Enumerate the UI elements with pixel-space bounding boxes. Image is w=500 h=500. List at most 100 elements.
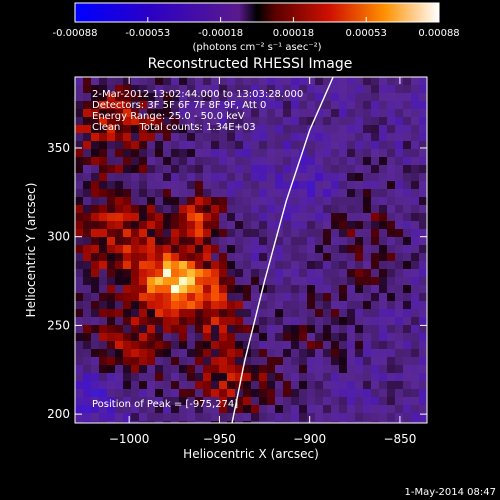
heatmap-pixel xyxy=(147,229,155,237)
heatmap-pixel xyxy=(83,245,91,253)
heatmap-pixel xyxy=(339,109,347,117)
heatmap-pixel xyxy=(83,101,91,109)
heatmap-pixel xyxy=(123,277,131,285)
heatmap-pixel xyxy=(211,357,219,365)
heatmap-pixel xyxy=(259,149,267,157)
heatmap-pixel xyxy=(363,285,371,293)
heatmap-pixel xyxy=(131,341,139,349)
heatmap-pixel xyxy=(163,317,171,325)
heatmap-pixel xyxy=(307,109,315,117)
heatmap-pixel xyxy=(331,117,339,125)
heatmap-pixel xyxy=(107,341,115,349)
heatmap-pixel xyxy=(331,301,339,309)
heatmap-pixel xyxy=(291,277,299,285)
heatmap-pixel xyxy=(299,213,307,221)
heatmap-pixel xyxy=(147,261,155,269)
heatmap-pixel xyxy=(155,389,163,397)
heatmap-pixel xyxy=(291,421,299,423)
heatmap-pixel xyxy=(227,133,235,141)
heatmap-pixel xyxy=(387,133,395,141)
colorbar-gradient xyxy=(74,2,440,23)
heatmap-pixel xyxy=(171,357,179,365)
annotation-detectors: Detectors: 3F 5F 6F 7F 8F 9F, Att 0 xyxy=(92,100,266,111)
heatmap-pixel xyxy=(323,165,331,173)
heatmap-pixel xyxy=(235,325,243,333)
heatmap-pixel xyxy=(419,221,427,229)
heatmap-pixel xyxy=(403,229,411,237)
heatmap-pixel xyxy=(139,421,147,423)
heatmap-pixel xyxy=(251,189,259,197)
heatmap-pixel xyxy=(99,405,107,413)
heatmap-pixel xyxy=(203,285,211,293)
heatmap-pixel xyxy=(371,141,379,149)
heatmap-pixel xyxy=(323,309,331,317)
heatmap-pixel xyxy=(147,165,155,173)
heatmap-pixel xyxy=(403,373,411,381)
heatmap-pixel xyxy=(419,101,427,109)
heatmap-pixel xyxy=(83,373,91,381)
heatmap-pixel xyxy=(83,181,91,189)
heatmap-pixel xyxy=(155,101,163,109)
heatmap-pixel xyxy=(115,157,123,165)
heatmap-pixel xyxy=(75,341,83,349)
colorbar-units: (photons cm⁻² s⁻¹ asec⁻²) xyxy=(192,42,321,53)
heatmap-pixel xyxy=(115,301,123,309)
heatmap-pixel xyxy=(227,109,235,117)
heatmap-pixel xyxy=(235,77,243,85)
heatmap-pixel xyxy=(91,237,99,245)
heatmap-pixel xyxy=(371,309,379,317)
heatmap-pixel xyxy=(115,277,123,285)
heatmap-pixel xyxy=(179,101,187,109)
heatmap-pixel xyxy=(411,101,419,109)
heatmap-pixel xyxy=(291,133,299,141)
heatmap-pixel xyxy=(99,229,107,237)
heatmap-pixel xyxy=(131,85,139,93)
heatmap-pixel xyxy=(315,213,323,221)
heatmap-pixel xyxy=(211,285,219,293)
heatmap-pixel xyxy=(131,189,139,197)
heatmap-pixel xyxy=(211,205,219,213)
heatmap-pixel xyxy=(403,421,411,423)
heatmap-pixel xyxy=(91,125,99,133)
y-tick-label: 300 xyxy=(47,230,70,244)
heatmap-pixel xyxy=(395,381,403,389)
heatmap-pixel xyxy=(147,413,155,421)
heatmap-pixel xyxy=(387,421,395,423)
heatmap-pixel xyxy=(163,357,171,365)
heatmap-pixel xyxy=(307,293,315,301)
heatmap-pixel xyxy=(299,293,307,301)
heatmap-pixel xyxy=(163,373,171,381)
heatmap-pixel xyxy=(83,117,91,125)
heatmap-pixel xyxy=(179,237,187,245)
heatmap-pixel xyxy=(227,309,235,317)
heatmap-pixel xyxy=(115,173,123,181)
heatmap-pixel xyxy=(75,325,83,333)
heatmap-pixel xyxy=(131,117,139,125)
heatmap-pixel xyxy=(299,365,307,373)
heatmap-pixel xyxy=(155,149,163,157)
heatmap-pixel xyxy=(323,157,331,165)
heatmap-pixel xyxy=(299,117,307,125)
heatmap-pixel xyxy=(123,101,131,109)
heatmap-pixel xyxy=(195,117,203,125)
heatmap-pixel xyxy=(371,181,379,189)
heatmap-pixel xyxy=(195,421,203,423)
heatmap-pixel xyxy=(323,229,331,237)
heatmap-pixel xyxy=(283,405,291,413)
heatmap-pixel xyxy=(203,125,211,133)
heatmap-pixel xyxy=(99,245,107,253)
heatmap-pixel xyxy=(339,181,347,189)
heatmap-pixel xyxy=(331,269,339,277)
heatmap-pixel xyxy=(355,253,363,261)
heatmap-pixel xyxy=(171,221,179,229)
heatmap-pixel xyxy=(235,189,243,197)
heatmap-pixel xyxy=(323,365,331,373)
chart-title: Reconstructed RHESSI Image xyxy=(148,56,353,72)
heatmap-pixel xyxy=(331,285,339,293)
heatmap-pixel xyxy=(147,213,155,221)
heatmap-pixel xyxy=(227,293,235,301)
heatmap-pixel xyxy=(267,221,275,229)
heatmap-pixel xyxy=(235,389,243,397)
heatmap-pixel xyxy=(395,221,403,229)
heatmap-pixel xyxy=(155,205,163,213)
